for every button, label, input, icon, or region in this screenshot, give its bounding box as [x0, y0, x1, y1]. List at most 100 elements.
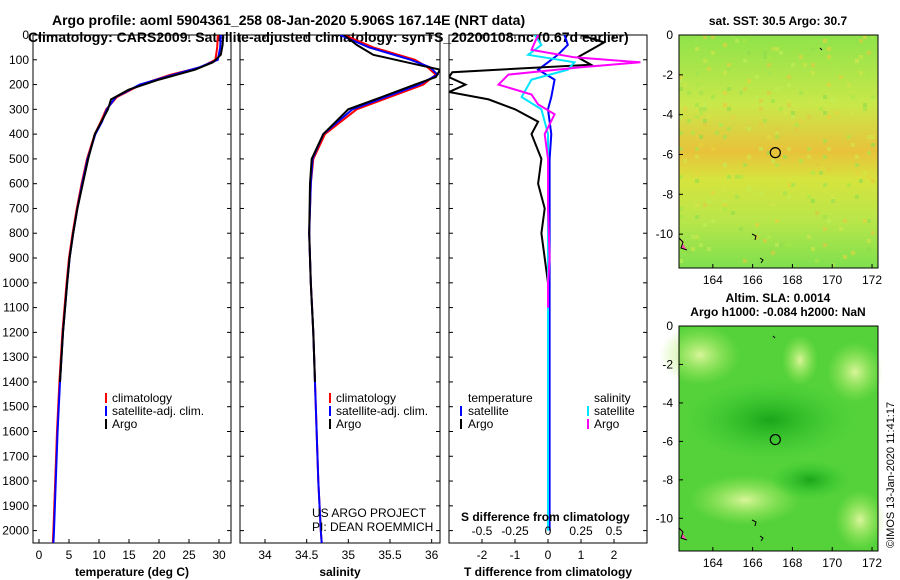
x-tick-label: 30: [212, 548, 226, 562]
series-line-climatology: [308, 35, 438, 543]
legend-salinity-heading: salinity: [594, 391, 631, 405]
sla-map-islands: [751, 335, 776, 542]
chart-title-line-1: Argo profile: aoml 5904361_258 08-Jan-20…: [52, 12, 526, 28]
y-tick-label: 600: [9, 177, 29, 191]
map-x-tick-label: 172: [862, 556, 882, 570]
sla-map: [660, 325, 885, 552]
map-y-tick-label: -4: [662, 396, 673, 410]
x-tick-label: 25: [182, 548, 196, 562]
map-y-tick-label: 0: [666, 319, 673, 333]
salinity-panel: 34 34.5 35 35.5 36 salinity: [239, 34, 441, 579]
x-tick-label: 10: [92, 548, 106, 562]
salinity-xlabel: salinity: [319, 565, 361, 579]
y-tick-label: 1500: [2, 400, 29, 414]
map-x-tick-label: 168: [782, 273, 802, 287]
chart-title-line-2: Climatology: CARS2009. Satellite-adjuste…: [28, 29, 629, 45]
y-tick-label: 200: [9, 78, 29, 92]
sst-map-coastline: [678, 237, 688, 251]
x-tick-label: 15: [122, 548, 136, 562]
series-line-temperature-satellite: [536, 35, 569, 531]
x-tick-label: 5: [66, 548, 73, 562]
temperature-xlabel: temperature (deg C): [75, 565, 189, 579]
legend-label: satellite: [594, 404, 635, 418]
profile-plots: 0100200300400500600700800900100011001200…: [2, 14, 897, 579]
map-y-tick-label: -6: [662, 147, 673, 161]
argo-location-marker: [769, 147, 781, 159]
map-x-tick-label: 164: [703, 556, 723, 570]
x-tick-label: 1: [578, 548, 585, 562]
x-tick-label: 0: [36, 548, 43, 562]
sla-map-coastline: [678, 527, 688, 541]
y-tick-label: 1600: [2, 424, 29, 438]
sst-map: [678, 34, 879, 269]
annotation-project: US ARGO PROJECT: [312, 506, 427, 520]
annotation-pi: PI: DEAN ROEMMICH: [312, 520, 433, 534]
sst-map-title: sat. SST: 30.5 Argo: 30.7: [709, 14, 848, 28]
difference-series: [449, 35, 641, 531]
y-tick-label: 1300: [2, 350, 29, 364]
y-tick-label: 2000: [2, 524, 29, 538]
sla-map-title-1: Altim. SLA: 0.0014: [726, 291, 831, 305]
map-y-tick-label: 0: [666, 28, 673, 42]
temperature-panel: 0100200300400500600700800900100011001200…: [2, 28, 232, 579]
sla-map-title-2: Argo h1000: -0.084 h2000: NaN: [690, 305, 865, 319]
y-tick-label: 1800: [2, 474, 29, 488]
map-y-tick-label: -2: [662, 357, 673, 371]
y-tick-label: 500: [9, 152, 29, 166]
y-tick-label: 1400: [2, 375, 29, 389]
y-tick-label: 700: [9, 201, 29, 215]
salinity-series: [308, 35, 440, 543]
x-tick-label: -1: [510, 548, 521, 562]
y-tick-label: 1000: [2, 276, 29, 290]
map-x-tick-label: 164: [703, 273, 723, 287]
sla-map-frame: [678, 325, 879, 552]
series-line-argo: [308, 35, 440, 382]
map-x-tick-label: 166: [743, 273, 763, 287]
series-line-satellite-adj-clim-: [52, 35, 222, 543]
series-line-temperature-argo: [449, 35, 607, 308]
top-x-tick-label: 0: [545, 524, 552, 538]
copyright-label: ©IMOS 13-Jan-2020 11:41:17: [885, 402, 897, 548]
y-tick-label: 0: [22, 28, 29, 42]
map-x-tick-label: 170: [822, 273, 842, 287]
y-tick-label: 1200: [2, 325, 29, 339]
legend-label: Argo: [112, 417, 138, 431]
temperature-frame: [32, 34, 232, 544]
legend-label: satellite: [468, 404, 509, 418]
y-tick-label: 1700: [2, 449, 29, 463]
temperature-series: [51, 35, 225, 543]
legend-label: Argo: [594, 417, 620, 431]
legend-label: Argo: [336, 417, 362, 431]
map-y-tick-label: -8: [662, 473, 673, 487]
x-tick-label: -2: [477, 548, 488, 562]
map-y-tick-label: -6: [662, 434, 673, 448]
legend-label: satellite-adj. clim.: [112, 404, 204, 418]
salinity-frame: [239, 34, 441, 544]
x-tick-label: 34: [258, 548, 272, 562]
top-x-tick-label: -0.5: [472, 524, 493, 538]
y-tick-label: 1900: [2, 499, 29, 513]
sst-map-field: [679, 35, 878, 268]
map-x-tick-label: 172: [862, 273, 882, 287]
legend-label: satellite-adj. clim.: [336, 404, 428, 418]
map-x-tick-label: 166: [743, 556, 763, 570]
y-tick-label: 400: [9, 127, 29, 141]
series-line-argo: [59, 35, 225, 382]
map-x-tick-label: 170: [822, 556, 842, 570]
y-tick-label: 300: [9, 102, 29, 116]
map-y-tick-label: -4: [662, 108, 673, 122]
difference-top-xlabel: S difference from climatology: [461, 510, 630, 524]
x-tick-label: 36: [425, 548, 439, 562]
map-y-tick-label: -2: [662, 68, 673, 82]
top-x-tick-label: -0.25: [501, 524, 529, 538]
top-x-tick-label: 0.5: [606, 524, 623, 538]
x-tick-label: 0: [545, 548, 552, 562]
map-y-tick-label: -8: [662, 187, 673, 201]
y-tick-label: 900: [9, 251, 29, 265]
series-line-salinity-argo: [496, 35, 641, 308]
y-tick-label: 800: [9, 226, 29, 240]
sst-map-islands: [751, 47, 823, 264]
difference-panel: -2 -1 0 1 2 T difference from climatology: [448, 34, 648, 579]
argo-location-marker: [769, 433, 781, 446]
x-tick-label: 35: [342, 548, 356, 562]
